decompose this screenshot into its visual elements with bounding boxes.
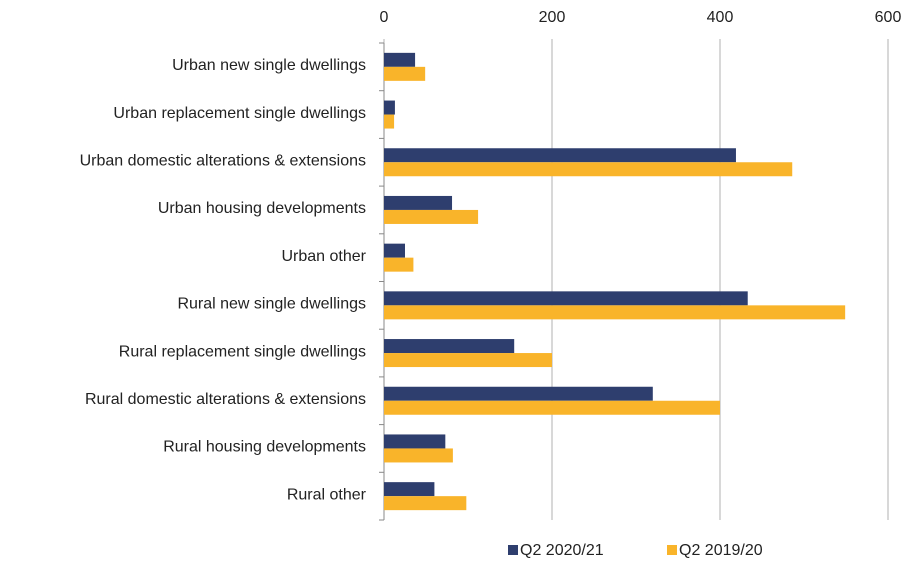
x-tick-label: 400 bbox=[707, 9, 734, 26]
bar bbox=[384, 339, 515, 354]
y-tick-label: Rural housing developments bbox=[163, 439, 366, 456]
bar bbox=[384, 448, 453, 463]
bar bbox=[384, 434, 446, 449]
bar bbox=[384, 66, 426, 81]
y-tick-label: Urban other bbox=[282, 248, 367, 265]
bar bbox=[384, 114, 395, 129]
bar bbox=[384, 209, 479, 224]
legend-label: Q2 2020/21 bbox=[520, 542, 604, 559]
bar bbox=[384, 148, 736, 163]
x-tick-label: 0 bbox=[380, 9, 389, 26]
bar bbox=[384, 353, 552, 368]
bar bbox=[384, 195, 453, 210]
bar bbox=[384, 243, 405, 258]
bar bbox=[384, 257, 414, 272]
bar bbox=[384, 496, 467, 511]
y-tick-label: Rural domestic alterations & extensions bbox=[85, 391, 366, 408]
bar bbox=[384, 162, 793, 177]
bar bbox=[384, 291, 748, 306]
y-tick-label: Urban replacement single dwellings bbox=[113, 105, 366, 122]
y-tick-label: Rural other bbox=[287, 486, 367, 503]
bar bbox=[384, 305, 846, 320]
bar bbox=[384, 482, 435, 497]
x-tick-label: 200 bbox=[539, 9, 566, 26]
y-tick-label: Rural replacement single dwellings bbox=[119, 343, 366, 360]
legend-swatch bbox=[508, 545, 518, 555]
legend-label: Q2 2019/20 bbox=[679, 542, 763, 559]
bar bbox=[384, 386, 653, 401]
legend-swatch bbox=[667, 545, 677, 555]
y-tick-label: Urban housing developments bbox=[158, 200, 366, 217]
bar bbox=[384, 400, 720, 415]
x-tick-label: 600 bbox=[875, 9, 902, 26]
y-tick-label: Urban domestic alterations & extensions bbox=[80, 152, 366, 169]
bar bbox=[384, 100, 395, 115]
y-tick-label: Urban new single dwellings bbox=[172, 57, 366, 74]
bar bbox=[384, 52, 416, 67]
y-tick-label: Rural new single dwellings bbox=[177, 296, 366, 313]
